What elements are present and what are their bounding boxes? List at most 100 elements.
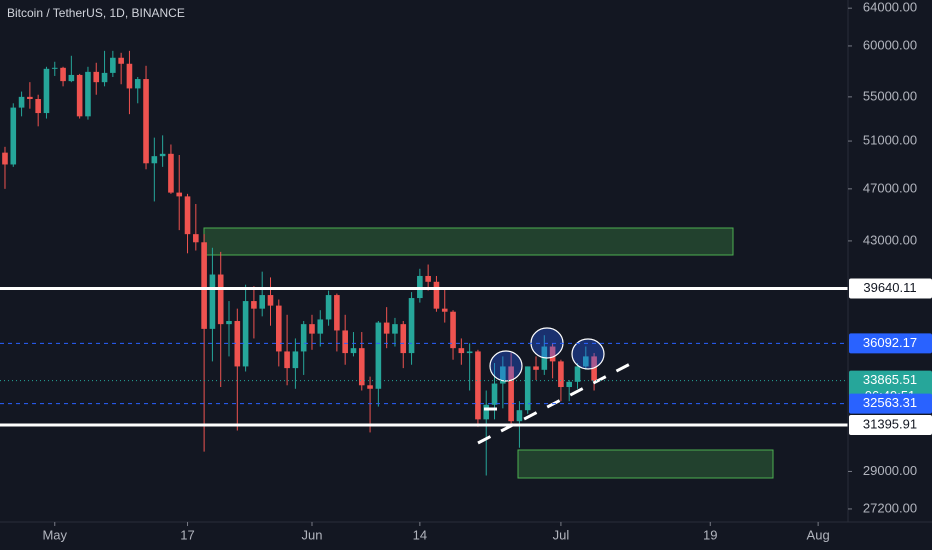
candle-body xyxy=(184,196,191,235)
x-tick-label: 19 xyxy=(703,527,717,542)
candle-body xyxy=(118,57,124,64)
price-tag-label: 33865.51 xyxy=(863,372,917,387)
candle-body xyxy=(458,348,465,354)
candle-body xyxy=(267,295,274,306)
candle-body xyxy=(93,71,100,83)
candle-body xyxy=(10,107,17,165)
candle-body xyxy=(508,366,514,422)
candle-body xyxy=(516,410,523,422)
candle-body xyxy=(209,274,216,329)
axes: 64000.00 60000.00 55000.00 51000.00 47000.00… xyxy=(42,0,917,542)
x-tick-label: 17 xyxy=(180,527,194,542)
price-levels xyxy=(0,287,848,427)
candle-body xyxy=(358,348,365,386)
candle-body xyxy=(441,308,448,312)
candle-body xyxy=(292,351,299,369)
candle-body xyxy=(500,366,506,384)
chart-title: Bitcoin / TetherUS, 1D, BINANCE xyxy=(7,6,185,20)
candle-body xyxy=(60,67,66,82)
candle-body xyxy=(558,361,564,388)
candle-body xyxy=(151,156,158,164)
candle-body xyxy=(234,321,241,367)
candle-body xyxy=(2,152,8,165)
candle-body xyxy=(350,348,357,354)
candle-body xyxy=(226,321,232,325)
candle-body xyxy=(68,74,75,82)
plot-area xyxy=(203,227,774,479)
candle-body xyxy=(259,295,265,309)
candle-body xyxy=(27,96,33,99)
candle-body xyxy=(400,324,407,354)
candles xyxy=(2,50,597,476)
candle-body xyxy=(309,324,315,334)
candle-body xyxy=(143,79,149,164)
x-tick-label: May xyxy=(42,527,67,542)
candle-body xyxy=(51,67,58,69)
candle-body xyxy=(217,274,224,325)
candle-body xyxy=(85,71,91,117)
price-tag-label: 31395.91 xyxy=(863,416,917,431)
candle-body xyxy=(583,356,589,367)
x-tick-label: Aug xyxy=(807,527,830,542)
candle-body xyxy=(533,366,539,370)
candle-body xyxy=(334,295,340,331)
candle-body xyxy=(76,74,83,117)
candle-body xyxy=(242,301,249,367)
candle-body xyxy=(574,366,581,382)
candle-body xyxy=(549,346,556,362)
candle-body xyxy=(433,281,440,309)
candle-body xyxy=(251,301,257,309)
candle-body xyxy=(275,305,282,352)
candle-body xyxy=(325,295,332,320)
y-tick-label: 27200.00 xyxy=(863,500,917,515)
candle-body xyxy=(566,381,573,388)
candle-body xyxy=(159,153,166,157)
candle-body xyxy=(375,322,382,389)
candle-body xyxy=(126,63,133,89)
price-tag-label: 32563.31 xyxy=(863,395,917,410)
highlight-circle xyxy=(571,338,605,370)
y-tick-label: 51000.00 xyxy=(863,132,917,147)
candle-body xyxy=(417,275,423,299)
supply-zone xyxy=(203,227,734,256)
x-tick-label: Jul xyxy=(553,527,570,542)
candle-body xyxy=(383,322,390,334)
candle-body xyxy=(466,351,473,354)
demand-zone xyxy=(517,449,774,479)
price-tag xyxy=(849,333,932,354)
candle-body xyxy=(43,68,50,114)
price-tag xyxy=(849,278,932,299)
candle-body xyxy=(201,242,207,329)
y-tick-label: 60000.00 xyxy=(863,37,917,52)
candle-body xyxy=(408,298,415,354)
price-tag-label: 39640.11 xyxy=(863,280,916,295)
candle-body xyxy=(110,57,116,73)
candle-body xyxy=(300,324,307,352)
candle-body xyxy=(450,311,456,349)
candle-body xyxy=(342,330,348,354)
candle-body xyxy=(367,385,373,389)
highlight-circle xyxy=(489,350,523,382)
candle-body xyxy=(168,153,174,193)
candle-body xyxy=(176,192,183,197)
candle-body xyxy=(193,234,199,243)
price-tag xyxy=(849,393,932,414)
candle-body xyxy=(35,98,41,114)
candle-body xyxy=(317,319,324,334)
x-tick-label: 14 xyxy=(413,527,427,542)
candle-body xyxy=(475,351,481,420)
price-tag xyxy=(849,414,932,435)
candle-body xyxy=(134,79,141,89)
price-tags: 39640.1136092.1733865.5106:49:5132563.31… xyxy=(849,278,932,435)
candle-body xyxy=(524,366,531,411)
candle-body xyxy=(483,404,490,420)
x-tick-label: Jun xyxy=(301,527,322,542)
y-tick-label: 43000.00 xyxy=(863,232,917,247)
y-tick-label: 55000.00 xyxy=(863,88,917,103)
y-tick-label: 47000.00 xyxy=(863,180,917,195)
candle-body xyxy=(425,275,431,282)
y-tick-label: 64000.00 xyxy=(863,0,917,15)
candle-body xyxy=(491,383,498,405)
